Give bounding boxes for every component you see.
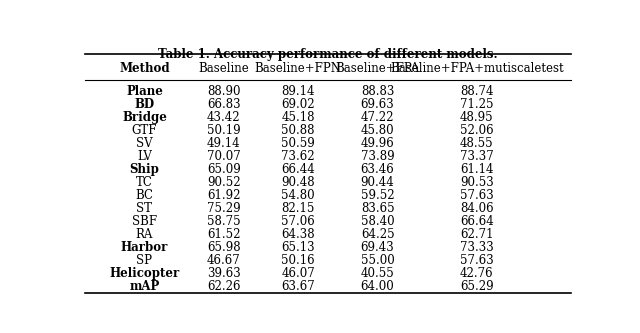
Text: 50.19: 50.19 xyxy=(207,125,241,138)
Text: 43.42: 43.42 xyxy=(207,112,241,125)
Text: Plane: Plane xyxy=(126,86,163,99)
Text: GTF: GTF xyxy=(132,125,157,138)
Text: 47.22: 47.22 xyxy=(361,112,394,125)
Text: 57.63: 57.63 xyxy=(460,254,493,267)
Text: Method: Method xyxy=(119,62,170,75)
Text: 63.46: 63.46 xyxy=(361,164,394,176)
Text: 49.96: 49.96 xyxy=(361,138,394,151)
Text: 73.89: 73.89 xyxy=(361,151,394,164)
Text: SV: SV xyxy=(136,138,153,151)
Text: mAP: mAP xyxy=(129,280,159,293)
Text: 64.00: 64.00 xyxy=(361,280,394,293)
Text: 50.88: 50.88 xyxy=(282,125,315,138)
Text: Helicopter: Helicopter xyxy=(109,267,180,280)
Text: Baseline+FPA+mutiscaletest: Baseline+FPA+mutiscaletest xyxy=(390,62,564,75)
Text: Ship: Ship xyxy=(129,164,159,176)
Text: Baseline+FPA: Baseline+FPA xyxy=(335,62,420,75)
Text: 69.02: 69.02 xyxy=(282,99,315,112)
Text: RA: RA xyxy=(136,228,153,241)
Text: 54.80: 54.80 xyxy=(282,189,315,202)
Text: 88.74: 88.74 xyxy=(460,86,493,99)
Text: 64.38: 64.38 xyxy=(282,228,315,241)
Text: 48.55: 48.55 xyxy=(460,138,493,151)
Text: 89.14: 89.14 xyxy=(282,86,315,99)
Text: 40.55: 40.55 xyxy=(361,267,394,280)
Text: ST: ST xyxy=(136,202,152,215)
Text: 45.18: 45.18 xyxy=(282,112,315,125)
Text: 58.40: 58.40 xyxy=(361,215,394,228)
Text: Harbor: Harbor xyxy=(121,241,168,254)
Text: Table 1. Accuracy performance of different models.: Table 1. Accuracy performance of differe… xyxy=(158,48,498,61)
Text: 66.83: 66.83 xyxy=(207,99,241,112)
Text: 83.65: 83.65 xyxy=(361,202,394,215)
Text: 61.52: 61.52 xyxy=(207,228,241,241)
Text: 49.14: 49.14 xyxy=(207,138,241,151)
Text: 90.48: 90.48 xyxy=(282,176,315,189)
Text: 65.09: 65.09 xyxy=(207,164,241,176)
Text: 57.63: 57.63 xyxy=(460,189,493,202)
Text: 82.15: 82.15 xyxy=(282,202,315,215)
Text: 71.25: 71.25 xyxy=(460,99,493,112)
Text: 65.29: 65.29 xyxy=(460,280,493,293)
Text: LV: LV xyxy=(137,151,152,164)
Text: 50.16: 50.16 xyxy=(282,254,315,267)
Text: 63.67: 63.67 xyxy=(282,280,315,293)
Text: 45.80: 45.80 xyxy=(361,125,394,138)
Text: Bridge: Bridge xyxy=(122,112,167,125)
Text: 69.63: 69.63 xyxy=(361,99,394,112)
Text: 73.33: 73.33 xyxy=(460,241,493,254)
Text: 69.43: 69.43 xyxy=(361,241,394,254)
Text: Baseline+FPN: Baseline+FPN xyxy=(255,62,342,75)
Text: 90.44: 90.44 xyxy=(361,176,394,189)
Text: 61.14: 61.14 xyxy=(460,164,493,176)
Text: 42.76: 42.76 xyxy=(460,267,493,280)
Text: 70.07: 70.07 xyxy=(207,151,241,164)
Text: SP: SP xyxy=(136,254,152,267)
Text: 62.26: 62.26 xyxy=(207,280,241,293)
Text: 57.06: 57.06 xyxy=(282,215,315,228)
Text: SBF: SBF xyxy=(132,215,157,228)
Text: 75.29: 75.29 xyxy=(207,202,241,215)
Text: 62.71: 62.71 xyxy=(460,228,493,241)
Text: 48.95: 48.95 xyxy=(460,112,493,125)
Text: TC: TC xyxy=(136,176,153,189)
Text: 59.52: 59.52 xyxy=(361,189,394,202)
Text: 65.98: 65.98 xyxy=(207,241,241,254)
Text: 66.64: 66.64 xyxy=(460,215,493,228)
Text: 84.06: 84.06 xyxy=(460,202,493,215)
Text: 50.59: 50.59 xyxy=(282,138,315,151)
Text: 73.37: 73.37 xyxy=(460,151,493,164)
Text: 58.75: 58.75 xyxy=(207,215,241,228)
Text: 46.67: 46.67 xyxy=(207,254,241,267)
Text: 52.06: 52.06 xyxy=(460,125,493,138)
Text: 65.13: 65.13 xyxy=(282,241,315,254)
Text: BC: BC xyxy=(136,189,154,202)
Text: 39.63: 39.63 xyxy=(207,267,241,280)
Text: 88.83: 88.83 xyxy=(361,86,394,99)
Text: 73.62: 73.62 xyxy=(282,151,315,164)
Text: 64.25: 64.25 xyxy=(361,228,394,241)
Text: Baseline: Baseline xyxy=(198,62,249,75)
Text: 55.00: 55.00 xyxy=(361,254,394,267)
Text: 90.53: 90.53 xyxy=(460,176,493,189)
Text: 61.92: 61.92 xyxy=(207,189,241,202)
Text: BD: BD xyxy=(134,99,154,112)
Text: 46.07: 46.07 xyxy=(282,267,315,280)
Text: 88.90: 88.90 xyxy=(207,86,241,99)
Text: 66.44: 66.44 xyxy=(282,164,315,176)
Text: 90.52: 90.52 xyxy=(207,176,241,189)
